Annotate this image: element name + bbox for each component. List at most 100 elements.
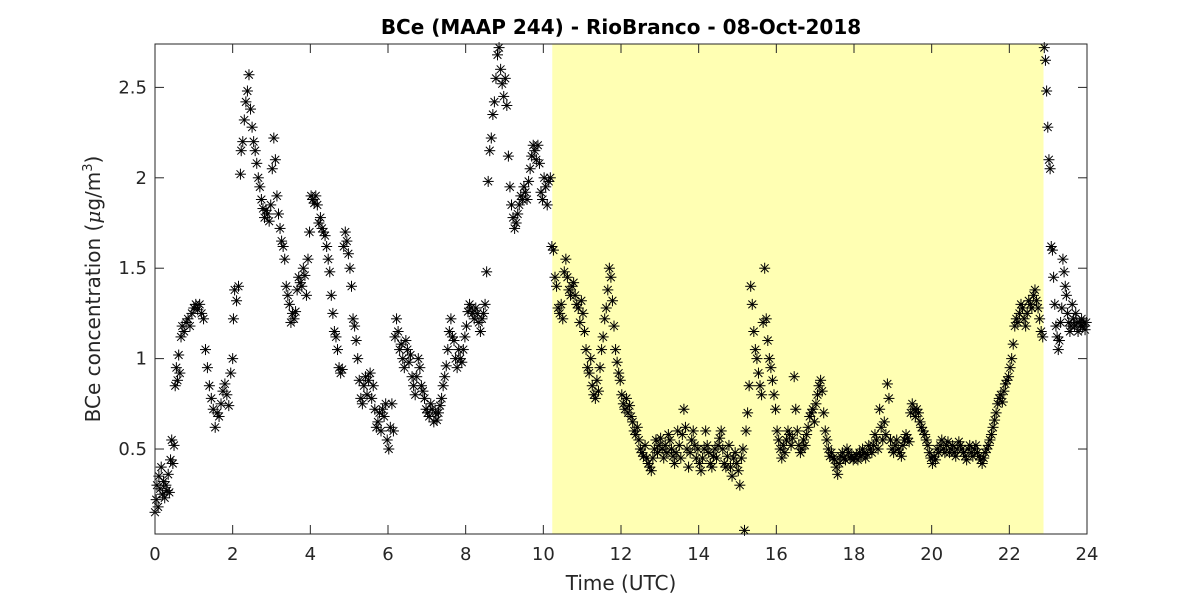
data-point xyxy=(914,416,926,428)
data-point xyxy=(459,331,471,343)
data-point xyxy=(603,262,615,274)
data-point xyxy=(592,385,604,397)
data-point xyxy=(1080,316,1092,328)
x-tick-label: 6 xyxy=(382,544,393,565)
data-point xyxy=(509,222,521,234)
data-point xyxy=(987,421,999,433)
data-point xyxy=(485,132,497,144)
data-point xyxy=(255,193,267,205)
data-point xyxy=(400,335,412,347)
data-point xyxy=(314,212,326,224)
data-point xyxy=(162,468,174,480)
data-point xyxy=(397,353,409,365)
data-point xyxy=(869,429,881,441)
data-point xyxy=(613,367,625,379)
data-point xyxy=(1021,307,1033,319)
data-point xyxy=(332,344,344,356)
data-point xyxy=(639,439,651,451)
data-point xyxy=(577,307,589,319)
data-point xyxy=(173,349,185,361)
data-point xyxy=(1060,289,1072,301)
data-point xyxy=(686,434,698,446)
data-point xyxy=(580,344,592,356)
data-point xyxy=(1059,280,1071,292)
data-point xyxy=(443,325,455,337)
data-point xyxy=(330,331,342,343)
data-point xyxy=(254,181,266,193)
data-point xyxy=(700,425,712,437)
data-point xyxy=(495,63,507,75)
data-point xyxy=(810,398,822,410)
data-point xyxy=(481,266,493,278)
data-point xyxy=(594,362,606,374)
data-point xyxy=(818,407,830,419)
data-point xyxy=(880,429,892,441)
data-point xyxy=(788,371,800,383)
data-point xyxy=(715,425,727,437)
data-point xyxy=(631,421,643,433)
x-tick-label: 12 xyxy=(610,544,633,565)
data-point xyxy=(561,271,573,283)
data-point xyxy=(779,447,791,459)
data-point xyxy=(1003,371,1015,383)
data-point xyxy=(742,407,754,419)
data-point xyxy=(386,398,398,410)
data-point xyxy=(203,380,215,392)
data-point xyxy=(669,457,681,469)
data-point xyxy=(557,313,569,325)
data-point xyxy=(547,244,559,256)
data-point xyxy=(745,280,757,292)
data-point xyxy=(175,331,187,343)
data-point xyxy=(521,193,533,205)
data-point xyxy=(178,325,190,337)
data-point xyxy=(717,443,729,455)
data-point xyxy=(349,320,361,332)
data-point xyxy=(381,434,393,446)
data-point xyxy=(596,344,608,356)
data-point xyxy=(474,325,486,337)
data-point xyxy=(526,150,538,162)
data-point xyxy=(311,199,323,211)
data-point xyxy=(1034,313,1046,325)
data-point xyxy=(614,374,626,386)
data-point xyxy=(737,443,749,455)
data-point xyxy=(324,266,336,278)
data-point xyxy=(501,99,513,111)
data-point xyxy=(540,181,552,193)
data-point xyxy=(821,434,833,446)
data-point xyxy=(1032,302,1044,314)
data-point xyxy=(439,371,451,383)
data-point xyxy=(252,172,264,184)
data-point xyxy=(802,421,814,433)
data-point xyxy=(861,448,873,460)
data-point xyxy=(759,262,771,274)
data-point xyxy=(1048,271,1060,283)
data-point xyxy=(695,465,707,477)
data-point xyxy=(167,457,179,469)
data-point xyxy=(785,439,797,451)
y-axis-title: BCe concentration (μg/m3) xyxy=(81,156,105,423)
data-point xyxy=(608,320,620,332)
data-point xyxy=(645,465,657,477)
data-point xyxy=(731,457,743,469)
data-point xyxy=(174,367,186,379)
data-point xyxy=(985,429,997,441)
data-point xyxy=(569,289,581,301)
data-point xyxy=(223,400,235,412)
x-tick-label: 14 xyxy=(687,544,710,565)
data-point xyxy=(1053,335,1065,347)
data-point xyxy=(611,356,623,368)
data-point xyxy=(484,145,496,157)
data-point xyxy=(152,501,164,513)
data-point xyxy=(732,465,744,477)
data-point xyxy=(936,434,948,446)
x-axis-title: Time (UTC) xyxy=(565,571,677,595)
data-point xyxy=(440,360,452,372)
data-point xyxy=(248,136,260,148)
data-point xyxy=(504,181,516,193)
data-point xyxy=(984,434,996,446)
data-point xyxy=(1029,284,1041,296)
data-point xyxy=(372,416,384,428)
data-point xyxy=(496,78,508,90)
x-tick-label: 22 xyxy=(998,544,1021,565)
